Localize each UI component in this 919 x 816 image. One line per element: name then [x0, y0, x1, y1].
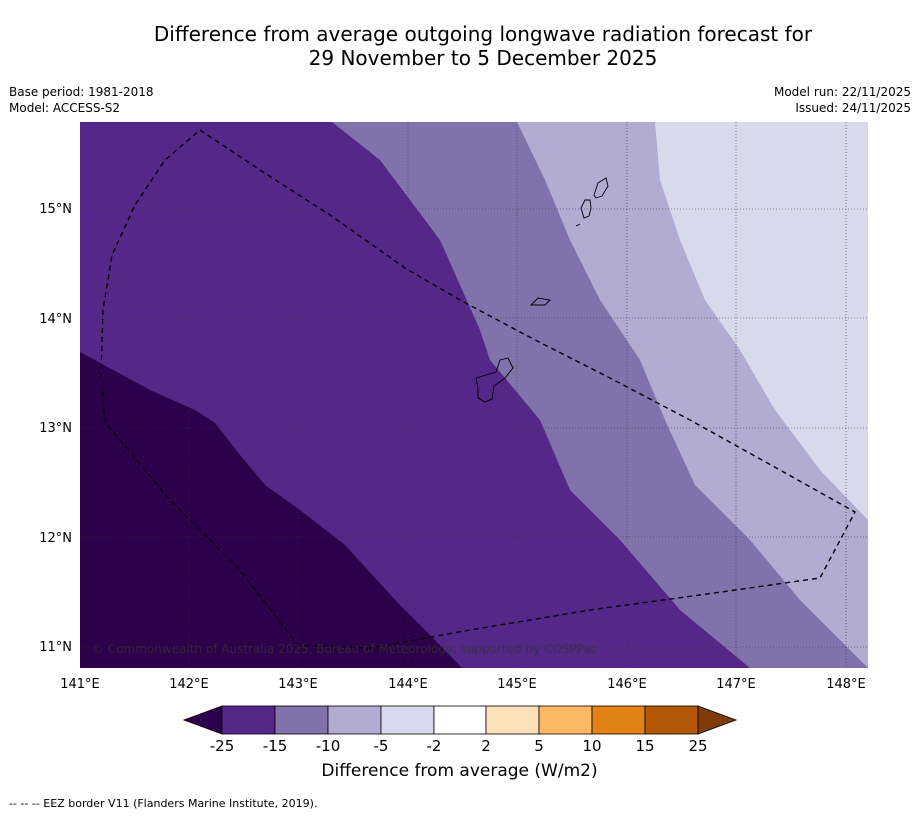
graticule — [80, 122, 868, 668]
meta-left: Base period: 1981-2018 Model: ACCESS-S2 — [9, 84, 154, 116]
lon-label-146: 146°E — [607, 677, 647, 692]
colorbar-segment-4 — [380, 705, 435, 735]
map-title: Difference from average outgoing longwav… — [70, 22, 896, 70]
colorbar-tick-8: 10 — [582, 737, 602, 755]
anomaly-field — [80, 122, 868, 668]
colorbar-tick-4: -5 — [373, 737, 389, 755]
colorbar-segment-1 — [221, 705, 276, 735]
lat-axis-labels: 15°N 14°N 13°N 12°N 11°N — [39, 202, 72, 655]
lon-label-141: 141°E — [60, 677, 100, 692]
colorbar-segment-8 — [591, 705, 646, 735]
eez-border — [100, 129, 856, 649]
guam-outline — [475, 357, 514, 403]
colorbar-extend-high — [697, 705, 738, 735]
colorbar — [182, 705, 738, 735]
band-lt-minus25 — [80, 352, 462, 668]
lat-label-11: 11°N — [39, 640, 72, 655]
model-name: Model: ACCESS-S2 — [9, 101, 121, 115]
band-minus5-to-minus2-edge — [740, 122, 868, 130]
lat-label-15: 15°N — [39, 202, 72, 217]
base-period: Base period: 1981-2018 — [9, 85, 154, 99]
colorbar-segment-7 — [538, 705, 593, 735]
lat-label-14: 14°N — [39, 312, 72, 327]
lat-label-12: 12°N — [39, 531, 72, 546]
colorbar-title: Difference from average (W/m2) — [321, 761, 598, 781]
saipan-outline — [593, 177, 609, 199]
colorbar-tick-5: -2 — [426, 737, 442, 755]
colorbar-extend-low — [182, 705, 223, 735]
lon-label-144: 144°E — [388, 677, 428, 692]
colorbar-segment-3 — [327, 705, 382, 735]
colorbar-tick-2: -15 — [262, 737, 288, 755]
colorbar-tick-1: -25 — [209, 737, 235, 755]
colorbar-segment-9 — [644, 705, 699, 735]
lon-axis-labels: 141°E 142°E 143°E 144°E 145°E 146°E 147°… — [60, 677, 866, 692]
aguijan-outline — [575, 223, 581, 227]
issued-date: Issued: 24/11/2025 — [795, 101, 911, 115]
colorbar-tick-10: 25 — [688, 737, 708, 755]
title-line-2: 29 November to 5 December 2025 — [308, 46, 658, 70]
lon-label-147: 147°E — [716, 677, 756, 692]
eez-footnote: -- -- -- EEZ border V11 (Flanders Marine… — [9, 797, 318, 810]
colorbar-tick-9: 15 — [635, 737, 655, 755]
lat-label-13: 13°N — [39, 421, 72, 436]
lon-label-148: 148°E — [826, 677, 866, 692]
title-line-1: Difference from average outgoing longwav… — [153, 22, 813, 46]
meta-right: Model run: 22/11/2025 Issued: 24/11/2025 — [774, 84, 911, 116]
rota-outline — [529, 297, 551, 306]
colorbar-tick-6: 2 — [481, 737, 491, 755]
colorbar-tick-3: -10 — [315, 737, 341, 755]
colorbar-segment-6 — [485, 705, 540, 735]
colorbar-tick-7: 5 — [534, 737, 544, 755]
lon-label-142: 142°E — [169, 677, 209, 692]
colorbar-segment-5 — [433, 705, 487, 735]
band-minus5-to-minus2 — [655, 122, 868, 520]
tinian-outline — [580, 199, 592, 219]
copyright-text: © Commonwealth of Australia 2025, Bureau… — [92, 642, 597, 656]
model-run: Model run: 22/11/2025 — [773, 85, 911, 99]
colorbar-segment-2 — [274, 705, 329, 735]
map-figure: © Commonwealth of Australia 2025, Bureau… — [39, 122, 868, 735]
lon-label-145: 145°E — [497, 677, 537, 692]
island-outlines — [475, 177, 609, 403]
lon-label-143: 143°E — [278, 677, 318, 692]
